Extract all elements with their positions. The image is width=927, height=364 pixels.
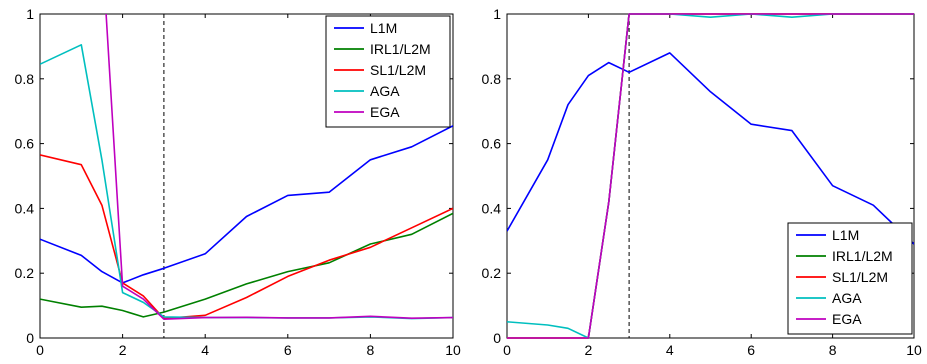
legend-box [787, 222, 913, 335]
x-tick-label: 8 [367, 342, 375, 358]
x-tick-label: 6 [747, 342, 755, 358]
y-tick-label: 1 [493, 6, 501, 22]
x-tick-label: 2 [119, 342, 127, 358]
chart-left: 0 2 4 6 8 10 0 0.2 0.4 0.6 0.8 1 L1M IRL1/L2M SL1/L2M A… [15, 6, 461, 358]
legend: L1M IRL1/L2M SL1/L2M AGA EGA [787, 222, 913, 335]
legend: L1M IRL1/L2M SL1/L2M AGA EGA [325, 15, 451, 128]
series-line-l1m [40, 125, 453, 284]
legend-label: EGA [832, 311, 862, 327]
x-tick-label: 0 [503, 342, 511, 358]
x-tick-label: 10 [445, 342, 461, 358]
x-tick-label: 8 [829, 342, 837, 358]
y-tick-label: 0 [493, 330, 501, 346]
legend-label: SL1/L2M [370, 62, 426, 78]
chart-right: 0 2 4 6 8 10 0 0.2 0.4 0.6 0.8 1 L1M IRL1/L2M SL1/L2M A… [482, 6, 922, 358]
y-tick-label: 0.4 [482, 200, 502, 216]
series-line-irl1-l2m [40, 212, 453, 318]
y-tick-label: 0 [26, 330, 34, 346]
x-tick-label: 10 [906, 342, 922, 358]
series-line-ega [105, 13, 453, 321]
legend-label: IRL1/L2M [832, 248, 893, 264]
legend-label: IRL1/L2M [370, 41, 431, 57]
x-tick-label: 2 [585, 342, 593, 358]
y-tick-label: 1 [26, 6, 34, 22]
x-tick-label: 6 [284, 342, 292, 358]
series-line-l1m [507, 52, 914, 245]
y-tick-label: 0.4 [15, 200, 35, 216]
x-tick-label: 4 [201, 342, 209, 358]
legend-label: AGA [832, 290, 862, 306]
series-group [507, 13, 914, 339]
legend-label: AGA [370, 83, 400, 99]
legend-label: L1M [832, 227, 859, 243]
y-tick-label: 0.8 [482, 71, 502, 87]
y-tick-label: 0.8 [15, 71, 35, 87]
x-tick-label: 0 [36, 342, 44, 358]
x-tick-label: 4 [666, 342, 674, 358]
legend-label: EGA [370, 104, 400, 120]
y-tick-label: 0.6 [482, 136, 502, 152]
series-line-ega [507, 13, 914, 339]
legend-label: L1M [370, 20, 397, 36]
series-group [40, 13, 453, 321]
series-line-sl1-l2m [40, 154, 453, 320]
legend-box [325, 15, 451, 128]
legend-label: SL1/L2M [832, 269, 888, 285]
y-tick-label: 0.2 [15, 265, 35, 281]
y-tick-label: 0.6 [15, 136, 35, 152]
y-tick-label: 0.2 [482, 265, 502, 281]
